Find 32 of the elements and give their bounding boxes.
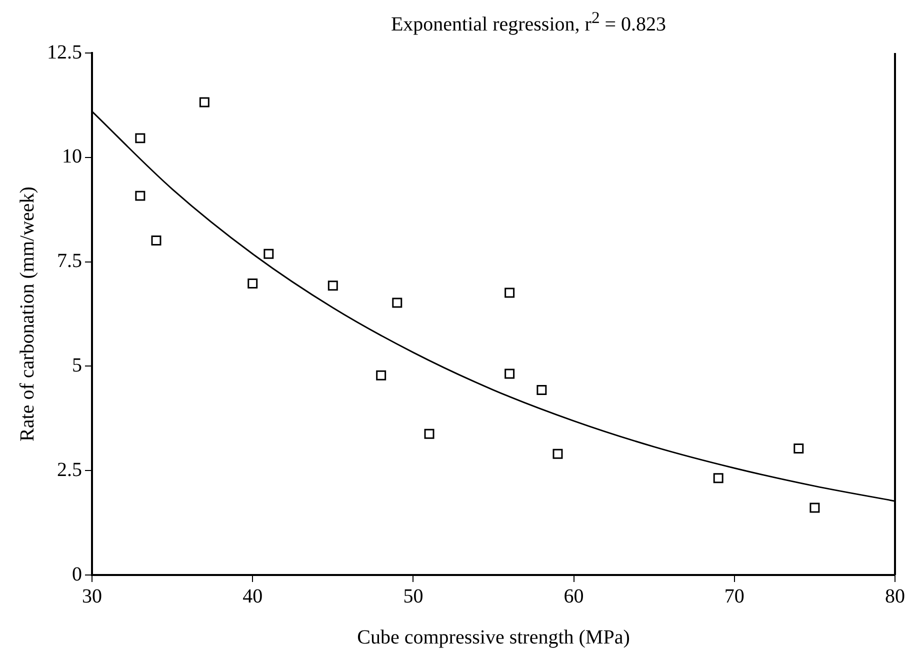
point	[135, 133, 146, 144]
y-tick-label: 7.5	[57, 250, 82, 272]
x-tick-label: 80	[885, 585, 905, 608]
point	[264, 248, 274, 259]
y-axis-title: Rate of carbonation (mm/week)	[16, 186, 38, 442]
point	[794, 443, 804, 454]
point	[376, 370, 386, 380]
point	[199, 97, 210, 108]
y-tick-label: 5	[72, 354, 82, 376]
point	[424, 428, 434, 439]
x-tick-label: 50	[403, 585, 424, 608]
x-tick-label: 60	[564, 585, 584, 608]
point	[328, 280, 338, 291]
point	[248, 278, 258, 289]
x-tick-label: 30	[82, 585, 102, 608]
point	[504, 288, 515, 298]
point	[552, 448, 563, 459]
y-tick-label: 0	[72, 563, 82, 586]
point	[135, 190, 146, 201]
y-tick-label: 10	[62, 146, 82, 168]
point	[504, 368, 515, 379]
x-tick-label: 40	[242, 585, 263, 608]
y-tick-label: 12.5	[47, 41, 82, 64]
chart-title: Exponential regression, r$^{2}$ = 0.823	[390, 8, 668, 38]
y-tick-label: 2.5	[57, 458, 82, 481]
point	[151, 236, 162, 246]
point	[810, 502, 820, 513]
x-axis-title: Cube compressive strength (MPa)	[357, 626, 630, 648]
x-tick-label: 70	[724, 585, 744, 608]
point	[392, 298, 402, 308]
point	[536, 385, 547, 395]
point	[713, 473, 724, 484]
